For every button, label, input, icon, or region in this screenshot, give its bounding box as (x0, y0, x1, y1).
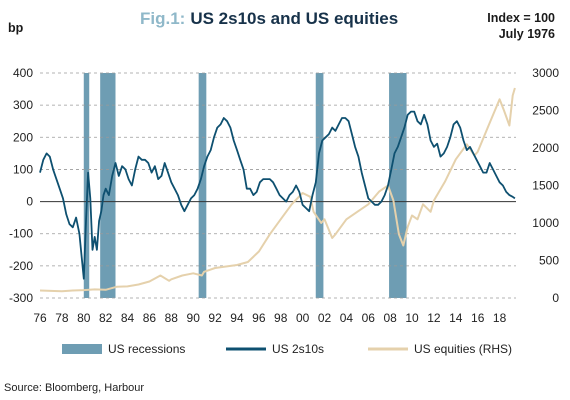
right-tick-label: 3000 (532, 66, 559, 80)
x-tick-label: 94 (230, 311, 244, 325)
right-tick-label: 2000 (532, 141, 559, 155)
x-tick-label: 86 (143, 311, 157, 325)
x-tick-label: 80 (77, 311, 91, 325)
left-tick-label: -200 (9, 259, 33, 273)
x-tick-label: 18 (493, 311, 507, 325)
legend-label-recessions: US recessions (108, 342, 185, 356)
left-tick-label: 0 (26, 195, 33, 209)
x-tick-label: 10 (405, 311, 419, 325)
right-tick-label: 500 (539, 254, 559, 268)
x-tick-label: 98 (274, 311, 288, 325)
x-tick-label: 76 (33, 311, 47, 325)
recession-band-0 (83, 73, 90, 298)
right-tick-label: 2500 (532, 104, 559, 118)
right-tick-label: 1500 (532, 179, 559, 193)
equities-series (39, 87, 516, 293)
recession-band-2 (198, 73, 207, 298)
recession-band-1 (100, 73, 116, 298)
x-tick-label: 14 (449, 311, 463, 325)
x-tick-label: 00 (296, 311, 310, 325)
legend: US recessions US 2s10s US equities (RHS) (62, 342, 512, 356)
legend-swatch-recessions (62, 344, 102, 354)
x-tick-label: 84 (121, 311, 135, 325)
x-tick-label: 12 (427, 311, 441, 325)
left-tick-label: -100 (9, 227, 33, 241)
source-note: Source: Bloomberg, Harbour (4, 382, 144, 394)
gridlines (40, 72, 516, 299)
x-tick-label: 78 (55, 311, 69, 325)
index-note-line2: July 1976 (499, 27, 555, 41)
equities-line (39, 87, 516, 293)
x-tick-label: 96 (252, 311, 266, 325)
left-tick-label: -300 (9, 291, 33, 305)
x-tick-label: 06 (362, 311, 376, 325)
x-tick-label: 08 (383, 311, 397, 325)
right-tick-label: 0 (552, 291, 559, 305)
x-tick-label: 90 (187, 311, 201, 325)
recession-band-3 (315, 73, 324, 298)
left-tick-label: 400 (13, 66, 33, 80)
left-tick-label: 200 (13, 130, 33, 144)
legend-label-2s10s: US 2s10s (272, 342, 324, 356)
left-axis-ticks: -300 -200 -100 0 100 200 300 400 (9, 66, 33, 305)
index-note-line1: Index = 100 (487, 11, 555, 25)
x-tick-label: 16 (471, 311, 485, 325)
left-tick-label: 300 (13, 98, 33, 112)
left-tick-label: 100 (13, 162, 33, 176)
x-tick-label: 92 (208, 311, 222, 325)
x-tick-label: 04 (340, 311, 354, 325)
spread-series (39, 110, 516, 280)
x-tick-label: 88 (165, 311, 179, 325)
legend-label-equities: US equities (RHS) (414, 342, 512, 356)
x-axis-ticks: 76 78 80 82 84 86 88 90 92 94 96 98 00 02 04 06 08 10 12 14… (33, 311, 506, 325)
right-tick-label: 1000 (532, 216, 559, 230)
chart-title: Fig.1: US 2s10s and US equities (140, 9, 398, 28)
right-axis-ticks: 0 500 1000 1500 2000 2500 3000 (532, 66, 559, 305)
x-tick-label: 82 (99, 311, 113, 325)
recession-band-4 (389, 73, 407, 298)
x-tick-label: 02 (318, 311, 332, 325)
chart-title-text: US 2s10s and US equities (190, 9, 398, 28)
spread-2s10s-line (39, 110, 516, 280)
y-axis-unit-label: bp (8, 21, 24, 35)
figure-number: Fig.1: (140, 9, 185, 28)
